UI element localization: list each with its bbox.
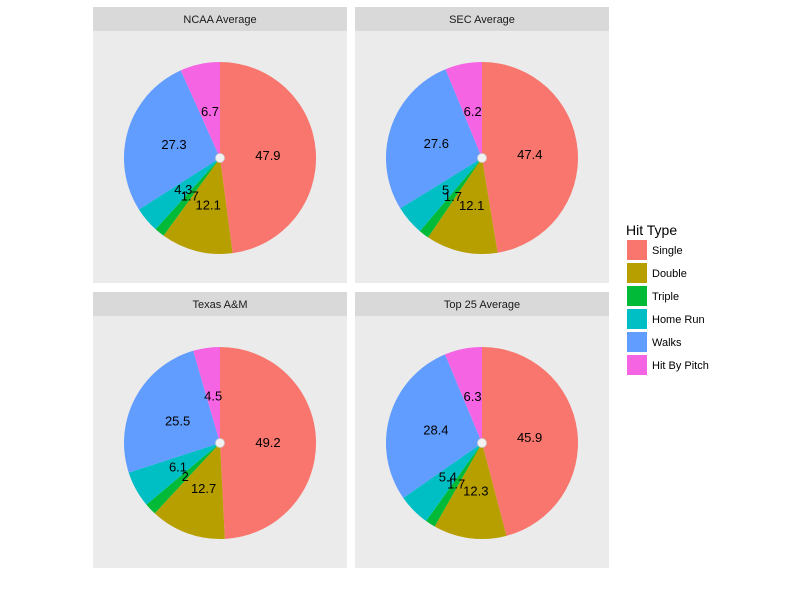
facet-title: Top 25 Average [444,299,520,311]
slice-label-hit-by-pitch: 6.7 [201,104,219,119]
facet-strip [355,7,609,31]
pie-slice-hit-by-pitch [444,347,482,443]
pie-slice-triple [146,443,220,514]
legend-key [627,286,647,306]
legend-label: Home Run [652,314,705,326]
slice-label-hit-by-pitch: 4.5 [204,389,222,404]
legend-item-single: Single [627,240,683,260]
pie-slice-hit-by-pitch [180,62,220,158]
slice-label-double: 12.1 [459,198,484,213]
pie-center-marker [215,153,225,163]
pie-slice-triple [426,443,482,527]
pie-slice-single [482,347,578,536]
facet-strip [93,292,347,316]
legend-label: Single [652,245,683,257]
pie-slice-single [482,62,578,253]
slice-label-walks: 27.3 [161,137,186,152]
pie-center-marker [477,153,487,163]
slice-label-home-run: 5 [442,182,449,197]
slice-label-home-run: 6.1 [169,459,187,474]
slice-label-triple: 1.7 [444,189,462,204]
slice-label-walks: 28.4 [423,423,448,438]
legend-key [627,332,647,352]
pie-slice-home-run [138,158,220,230]
legend-item-triple: Triple [627,286,679,306]
pie-slice-double [163,158,233,255]
slice-label-home-run: 5.4 [439,470,457,485]
facet-title: SEC Average [449,14,515,26]
legend-item-home-run: Home Run [627,309,705,329]
slice-label-double: 12.1 [196,198,221,213]
facet-texas-aandm: Texas A&M 49.2 12.726.1 25.5 4.5 [93,292,347,568]
facet-top-25-average: Top 25 Average 45.9 12.31.75.4 28.4 6.3 [355,292,609,568]
pie-slice-triple [419,158,482,238]
slice-label-single: 49.2 [255,435,280,450]
slice-label-hit-by-pitch: 6.3 [464,389,482,404]
slice-label-double: 12.7 [191,481,216,496]
slice-label-single: 47.9 [255,148,280,163]
pie-slice-walks [385,354,482,498]
pie-center-marker [215,438,225,448]
legend-label: Triple [652,291,679,303]
pie-slice-walks [385,69,482,209]
legend-label: Hit By Pitch [652,360,709,372]
legend-key [627,263,647,283]
pie-slice-hit-by-pitch [445,62,482,158]
pie-center-marker [477,438,487,448]
pie-slice-single [220,61,317,254]
legend-item-hit-by-pitch: Hit By Pitch [627,355,709,375]
facet-strip [355,292,609,316]
legend-label: Double [652,268,687,280]
legend: Hit Type Single Double Triple Home Run Walks… [626,222,709,375]
facet-sec-average: SEC Average 47.4 12.11.75 27.6 6.2 [355,7,609,283]
legend-title: Hit Type [626,222,677,238]
pie-slice-double [434,443,507,539]
pie-slice-walks [123,350,220,473]
pie-slice-home-run [128,443,220,505]
pie-slice-double [154,443,225,540]
pie-slice-walks [123,70,220,210]
pie-slice-double [428,158,498,254]
slice-label-double: 12.3 [463,484,488,499]
facet-title: Texas A&M [192,299,247,311]
slice-label-home-run: 4.3 [174,182,192,197]
slice-label-walks: 27.6 [424,136,449,151]
slice-label-triple: 1.7 [181,188,199,203]
facet-ncaa-average: NCAA Average 47.9 12.11.74.3 27.3 6.7 [93,7,347,283]
legend-items: Single Double Triple Home Run Walks Hit By Pi… [627,240,709,375]
slice-label-single: 47.4 [517,147,542,162]
slice-label-triple: 1.7 [447,476,465,491]
legend-item-double: Double [627,263,687,283]
slice-label-triple: 2 [182,469,189,484]
facet-strip [93,7,347,31]
pie-slice-home-run [403,443,482,522]
pie-slice-hit-by-pitch [193,347,220,443]
legend-key [627,309,647,329]
legend-item-walks: Walks [627,332,682,352]
pie-slice-triple [155,158,220,236]
slice-label-walks: 25.5 [165,414,190,429]
pie-slice-home-run [400,158,482,232]
legend-label: Walks [652,337,682,349]
slice-label-single: 45.9 [517,430,542,445]
legend-key [627,355,647,375]
slice-label-hit-by-pitch: 6.2 [464,104,482,119]
pie-slice-single [220,347,317,539]
facet-title: NCAA Average [183,14,256,26]
legend-key [627,240,647,260]
